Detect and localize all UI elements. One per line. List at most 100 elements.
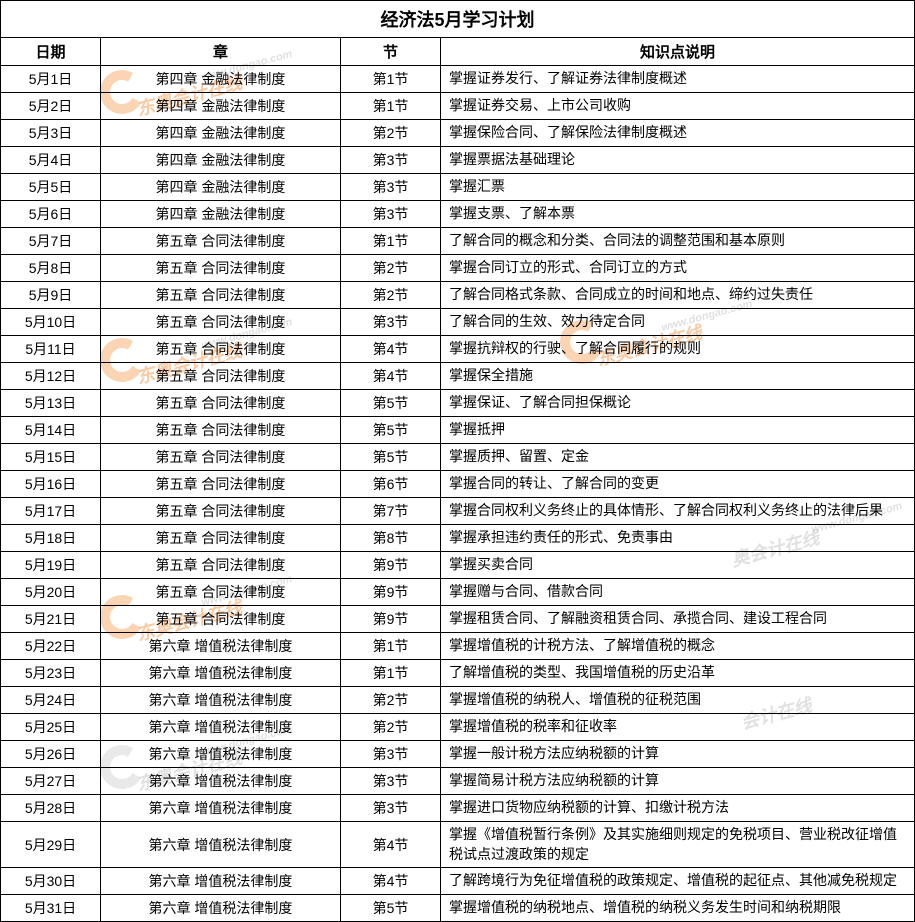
cell-desc: 掌握增值税的纳税人、增值税的征税范围 (441, 687, 915, 714)
table-row: 5月28日第六章 增值税法律制度第3节掌握进口货物应纳税额的计算、扣缴计税方法 (1, 795, 915, 822)
cell-chapter: 第五章 合同法律制度 (101, 606, 341, 633)
cell-date: 5月18日 (1, 525, 101, 552)
table-row: 5月22日第六章 增值税法律制度第1节掌握增值税的计税方法、了解增值税的概念 (1, 633, 915, 660)
table-row: 5月6日第四章 金融法律制度第3节掌握支票、了解本票 (1, 201, 915, 228)
cell-section: 第2节 (341, 282, 441, 309)
cell-chapter: 第五章 合同法律制度 (101, 336, 341, 363)
cell-chapter: 第五章 合同法律制度 (101, 471, 341, 498)
title-row: 经济法5月学习计划 (1, 1, 915, 38)
cell-chapter: 第四章 金融法律制度 (101, 120, 341, 147)
table-row: 5月10日第五章 合同法律制度第3节了解合同的生效、效力待定合同 (1, 309, 915, 336)
cell-desc: 掌握买卖合同 (441, 552, 915, 579)
cell-section: 第1节 (341, 660, 441, 687)
cell-section: 第9节 (341, 579, 441, 606)
cell-chapter: 第五章 合同法律制度 (101, 282, 341, 309)
cell-date: 5月9日 (1, 282, 101, 309)
table-row: 5月29日第六章 增值税法律制度第4节掌握《增值税暂行条例》及其实施细则规定的免… (1, 822, 915, 868)
cell-date: 5月10日 (1, 309, 101, 336)
table-row: 5月16日第五章 合同法律制度第6节掌握合同的转让、了解合同的变更 (1, 471, 915, 498)
cell-chapter: 第六章 增值税法律制度 (101, 868, 341, 895)
cell-chapter: 第五章 合同法律制度 (101, 444, 341, 471)
cell-chapter: 第五章 合同法律制度 (101, 552, 341, 579)
cell-section: 第3节 (341, 147, 441, 174)
cell-chapter: 第六章 增值税法律制度 (101, 741, 341, 768)
table-row: 5月2日第四章 金融法律制度第1节掌握证券交易、上市公司收购 (1, 93, 915, 120)
table-title: 经济法5月学习计划 (1, 1, 915, 38)
cell-section: 第3节 (341, 768, 441, 795)
cell-desc: 掌握简易计税方法应纳税额的计算 (441, 768, 915, 795)
table-row: 5月30日第六章 增值税法律制度第4节了解跨境行为免征增值税的政策规定、增值税的… (1, 868, 915, 895)
cell-date: 5月17日 (1, 498, 101, 525)
cell-desc: 掌握抵押 (441, 417, 915, 444)
cell-chapter: 第六章 增值税法律制度 (101, 795, 341, 822)
cell-chapter: 第六章 增值税法律制度 (101, 822, 341, 868)
cell-date: 5月3日 (1, 120, 101, 147)
cell-date: 5月16日 (1, 471, 101, 498)
table-row: 5月12日第五章 合同法律制度第4节掌握保全措施 (1, 363, 915, 390)
cell-chapter: 第五章 合同法律制度 (101, 309, 341, 336)
table-row: 5月3日第四章 金融法律制度第2节掌握保险合同、了解保险法律制度概述 (1, 120, 915, 147)
cell-desc: 掌握合同的转让、了解合同的变更 (441, 471, 915, 498)
table-row: 5月4日第四章 金融法律制度第3节掌握票据法基础理论 (1, 147, 915, 174)
cell-chapter: 第四章 金融法律制度 (101, 174, 341, 201)
table-row: 5月31日第六章 增值税法律制度第5节掌握增值税的纳税地点、增值税的纳税义务发生… (1, 895, 915, 922)
cell-chapter: 第五章 合同法律制度 (101, 363, 341, 390)
cell-section: 第5节 (341, 390, 441, 417)
cell-desc: 掌握抗辩权的行驶、了解合同履行的规则 (441, 336, 915, 363)
cell-desc: 掌握合同订立的形式、合同订立的方式 (441, 255, 915, 282)
cell-date: 5月2日 (1, 93, 101, 120)
cell-section: 第2节 (341, 714, 441, 741)
cell-desc: 掌握进口货物应纳税额的计算、扣缴计税方法 (441, 795, 915, 822)
cell-chapter: 第六章 增值税法律制度 (101, 687, 341, 714)
cell-chapter: 第五章 合同法律制度 (101, 498, 341, 525)
table-row: 5月18日第五章 合同法律制度第8节掌握承担违约责任的形式、免责事由 (1, 525, 915, 552)
cell-section: 第3节 (341, 309, 441, 336)
cell-date: 5月12日 (1, 363, 101, 390)
cell-desc: 掌握支票、了解本票 (441, 201, 915, 228)
cell-date: 5月7日 (1, 228, 101, 255)
cell-date: 5月21日 (1, 606, 101, 633)
cell-section: 第2节 (341, 255, 441, 282)
cell-date: 5月6日 (1, 201, 101, 228)
table-row: 5月13日第五章 合同法律制度第5节掌握保证、了解合同担保概论 (1, 390, 915, 417)
cell-chapter: 第五章 合同法律制度 (101, 390, 341, 417)
table-row: 5月7日第五章 合同法律制度第1节了解合同的概念和分类、合同法的调整范围和基本原… (1, 228, 915, 255)
cell-section: 第5节 (341, 444, 441, 471)
table-row: 5月17日第五章 合同法律制度第7节掌握合同权利义务终止的具体情形、了解合同权利… (1, 498, 915, 525)
cell-section: 第6节 (341, 471, 441, 498)
cell-date: 5月24日 (1, 687, 101, 714)
cell-chapter: 第五章 合同法律制度 (101, 228, 341, 255)
study-plan-table: 经济法5月学习计划 日期 章 节 知识点说明 5月1日第四章 金融法律制度第1节… (0, 0, 915, 922)
cell-section: 第1节 (341, 66, 441, 93)
cell-date: 5月23日 (1, 660, 101, 687)
cell-section: 第7节 (341, 498, 441, 525)
cell-chapter: 第六章 增值税法律制度 (101, 768, 341, 795)
cell-date: 5月25日 (1, 714, 101, 741)
cell-section: 第5节 (341, 895, 441, 922)
cell-section: 第1节 (341, 93, 441, 120)
cell-desc: 掌握合同权利义务终止的具体情形、了解合同权利义务终止的法律后果 (441, 498, 915, 525)
cell-section: 第1节 (341, 633, 441, 660)
cell-section: 第4节 (341, 822, 441, 868)
table-row: 5月15日第五章 合同法律制度第5节掌握质押、留置、定金 (1, 444, 915, 471)
cell-date: 5月1日 (1, 66, 101, 93)
cell-date: 5月26日 (1, 741, 101, 768)
cell-chapter: 第四章 金融法律制度 (101, 93, 341, 120)
cell-section: 第3节 (341, 795, 441, 822)
table-row: 5月5日第四章 金融法律制度第3节掌握汇票 (1, 174, 915, 201)
table-row: 5月19日第五章 合同法律制度第9节掌握买卖合同 (1, 552, 915, 579)
table-row: 5月26日第六章 增值税法律制度第3节掌握一般计税方法应纳税额的计算 (1, 741, 915, 768)
cell-desc: 掌握承担违约责任的形式、免责事由 (441, 525, 915, 552)
cell-chapter: 第六章 增值税法律制度 (101, 714, 341, 741)
cell-chapter: 第五章 合同法律制度 (101, 525, 341, 552)
table-row: 5月20日第五章 合同法律制度第9节掌握赠与合同、借款合同 (1, 579, 915, 606)
cell-section: 第3节 (341, 741, 441, 768)
cell-section: 第3节 (341, 201, 441, 228)
table-row: 5月24日第六章 增值税法律制度第2节掌握增值税的纳税人、增值税的征税范围 (1, 687, 915, 714)
table-row: 5月8日第五章 合同法律制度第2节掌握合同订立的形式、合同订立的方式 (1, 255, 915, 282)
cell-desc: 掌握增值税的税率和征收率 (441, 714, 915, 741)
cell-chapter: 第四章 金融法律制度 (101, 66, 341, 93)
cell-date: 5月30日 (1, 868, 101, 895)
cell-date: 5月11日 (1, 336, 101, 363)
cell-date: 5月14日 (1, 417, 101, 444)
